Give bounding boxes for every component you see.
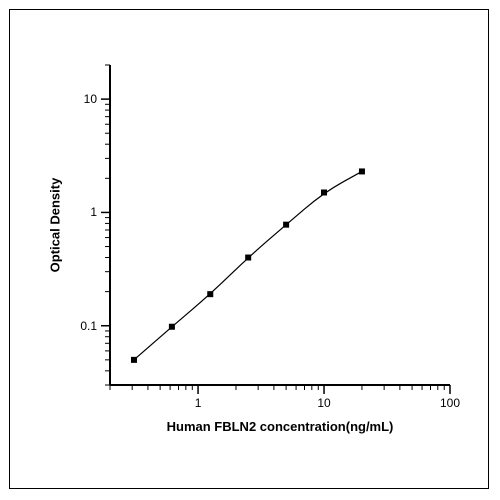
y-tick-label: 1 (73, 205, 97, 219)
plot-area (110, 65, 450, 385)
x-tick-label: 10 (317, 396, 330, 410)
outer-frame: Optical Density Human FBLN2 concentratio… (9, 9, 489, 489)
x-tick-label: 100 (440, 396, 460, 410)
y-tick-label: 10 (73, 92, 97, 106)
x-axis-label: Human FBLN2 concentration(ng/mL) (167, 419, 394, 434)
y-axis-label: Optical Density (48, 178, 63, 273)
y-tick-label: 0.1 (73, 319, 97, 333)
x-tick-label: 1 (195, 396, 202, 410)
chart-svg (110, 65, 450, 385)
